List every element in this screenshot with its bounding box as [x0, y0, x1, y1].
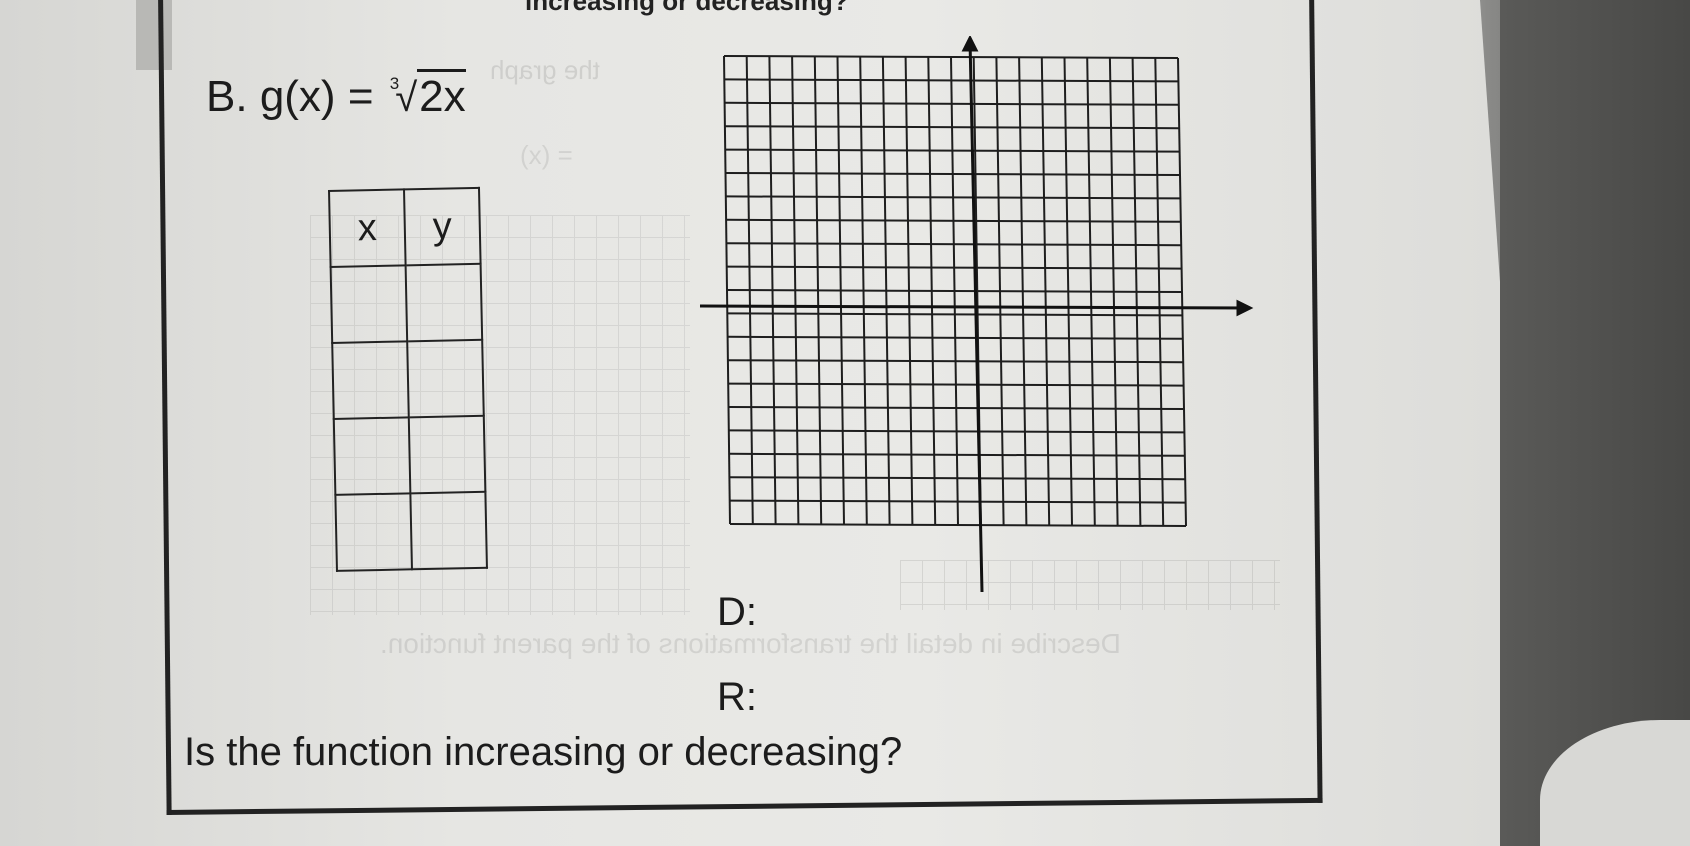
grid-line-vertical [1177, 57, 1187, 527]
domain-label: D: [717, 590, 757, 634]
axes [700, 36, 1254, 593]
bleed-through-grid-bottom [900, 560, 1280, 610]
cut-off-heading: increasing or decreasing? [525, 0, 849, 16]
problem-number: B. [206, 72, 248, 121]
bleed-through-grid [310, 215, 690, 615]
grid-line-horizontal [727, 335, 1183, 340]
background-shadow [1500, 0, 1690, 846]
root-index: 3 [389, 74, 400, 93]
table-row [332, 339, 484, 419]
grid-line-horizontal [727, 359, 1184, 364]
radical-sign-icon: √ [395, 76, 418, 120]
binding-strip [136, 0, 172, 70]
table-row [330, 263, 483, 343]
grid-line-horizontal [729, 523, 1187, 527]
grid-line-vertical [1086, 57, 1096, 526]
grid-line-horizontal [726, 289, 1183, 293]
table-row [335, 491, 487, 571]
radicand: 2x [417, 69, 466, 121]
table-header-x: x [329, 189, 406, 267]
grid-line-horizontal [728, 429, 1185, 434]
table-header-y: y [404, 187, 481, 266]
table-cell-y[interactable] [410, 491, 487, 570]
grid-line-horizontal [728, 382, 1184, 387]
cube-root-expression: 3√2x [389, 69, 466, 122]
grid-line-horizontal [729, 499, 1186, 504]
grid-line-horizontal [729, 476, 1186, 481]
table-cell-y[interactable] [407, 339, 484, 418]
coordinate-grid[interactable] [700, 36, 1260, 596]
table-cell-x[interactable] [333, 417, 411, 495]
table-cell-x[interactable] [330, 265, 408, 343]
function-lhs: g(x) = [259, 72, 374, 121]
increasing-decreasing-question: Is the function increasing or decreasing… [184, 730, 903, 774]
table-cell-y[interactable] [405, 263, 483, 342]
grid-line-vertical [1018, 57, 1028, 526]
table-row [333, 415, 486, 495]
y-axis-arrow-up-icon [961, 36, 979, 52]
grid-line-vertical [1108, 57, 1119, 526]
grid-line-horizontal [727, 312, 1183, 317]
function-definition: B. g(x) = 3√2x [206, 69, 466, 122]
range-label: R: [717, 675, 757, 719]
grid-line-horizontal [729, 452, 1185, 457]
table-cell-y[interactable] [408, 415, 486, 494]
grid-line-vertical [995, 57, 1005, 526]
grid-line-vertical [1131, 57, 1142, 526]
grid-line-vertical [1154, 57, 1165, 526]
xy-table: x y [328, 187, 488, 572]
grid-line-vertical [1063, 57, 1073, 526]
grid-line-vertical [1040, 57, 1051, 526]
y-axis [968, 39, 984, 593]
grid-line-horizontal [728, 406, 1185, 410]
table-cell-x[interactable] [332, 341, 409, 419]
x-axis-arrow-icon [1236, 299, 1254, 317]
grid-lines [723, 55, 1187, 527]
table-cell-x[interactable] [335, 493, 412, 571]
